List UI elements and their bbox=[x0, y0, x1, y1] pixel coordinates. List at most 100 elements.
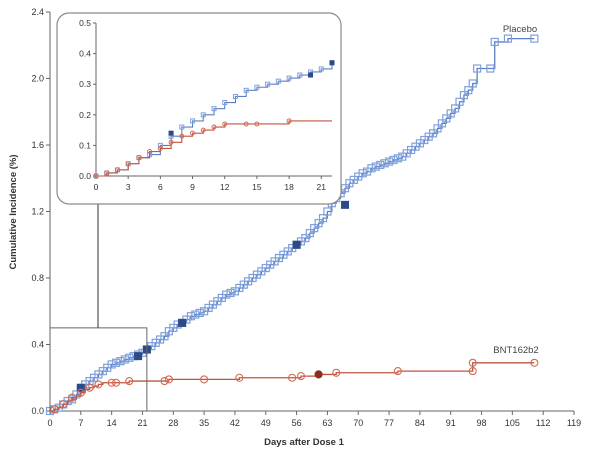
series-line bbox=[50, 362, 535, 412]
data-point bbox=[376, 160, 385, 170]
inset-data-point bbox=[93, 173, 99, 179]
data-point bbox=[160, 377, 169, 386]
y-tick-label: 2.4 bbox=[31, 7, 44, 17]
x-axis-title: Days after Dose 1 bbox=[264, 437, 344, 448]
inset-frame bbox=[56, 12, 342, 205]
data-point bbox=[468, 79, 477, 88]
data-point bbox=[116, 357, 125, 366]
inset-y-tick-label: 0.1 bbox=[79, 140, 91, 150]
inset-data-point bbox=[104, 170, 110, 176]
highlighted-point bbox=[134, 352, 143, 361]
data-point bbox=[112, 378, 121, 387]
inset-series-line bbox=[96, 120, 332, 177]
inset-x-tick-label: 18 bbox=[284, 182, 294, 192]
data-point bbox=[490, 37, 499, 47]
data-point bbox=[530, 358, 539, 367]
x-tick-label: 42 bbox=[230, 418, 240, 428]
data-point bbox=[76, 388, 85, 397]
data-point bbox=[468, 358, 477, 367]
x-tick-label: 63 bbox=[322, 418, 332, 428]
data-point bbox=[358, 169, 367, 178]
data-point bbox=[111, 358, 121, 367]
inset-data-point bbox=[114, 167, 120, 173]
data-point bbox=[428, 129, 438, 138]
inset-highlighted-point bbox=[308, 72, 314, 78]
highlighted-point bbox=[178, 318, 187, 327]
inset-data-point bbox=[222, 121, 228, 127]
data-point bbox=[446, 109, 455, 118]
inset-data-point bbox=[232, 93, 238, 99]
data-point bbox=[442, 114, 451, 123]
data-point bbox=[367, 164, 376, 173]
x-tick-label: 98 bbox=[477, 418, 487, 428]
data-point bbox=[310, 224, 319, 233]
highlighted-point bbox=[76, 383, 85, 392]
data-point bbox=[437, 119, 446, 128]
data-point bbox=[314, 219, 323, 228]
inset-data-point bbox=[286, 75, 292, 81]
highlighted-point bbox=[314, 370, 323, 379]
highlighted-point bbox=[341, 200, 350, 209]
inset-highlighted-point bbox=[329, 60, 335, 66]
x-tick-label: 91 bbox=[446, 418, 456, 428]
inset-data-point bbox=[211, 106, 217, 112]
data-point bbox=[226, 288, 235, 298]
data-point bbox=[164, 375, 173, 384]
inset-series-bnt162b2 bbox=[93, 118, 332, 179]
x-tick-label: 21 bbox=[137, 418, 147, 428]
x-tick-label: 119 bbox=[567, 418, 581, 428]
inset-y-tick-label: 0.4 bbox=[79, 49, 91, 59]
zoom-connector bbox=[49, 204, 148, 411]
data-point bbox=[371, 162, 380, 171]
y-tick-label: 2.0 bbox=[31, 74, 44, 84]
data-point bbox=[380, 159, 389, 168]
data-point bbox=[530, 34, 539, 43]
inset-data-point bbox=[179, 133, 185, 139]
inset-data-point bbox=[147, 149, 153, 155]
inset-data-point bbox=[125, 161, 131, 167]
y-tick-label: 0.8 bbox=[31, 273, 44, 283]
series-label-bnt162b2: BNT162b2 bbox=[493, 345, 538, 356]
data-point bbox=[288, 373, 297, 382]
main-axes: 0 7 14 21 28 35 42 49 56 63 70 77 84 91 98 105 112 1190.0… bbox=[31, 7, 581, 428]
data-point bbox=[464, 86, 473, 95]
inset-y-tick-label: 0.3 bbox=[79, 79, 91, 89]
data-point bbox=[468, 367, 477, 376]
inset-chart: 0 3 6 9 12 15 18 21 0.0 0.1 0.2 0.3 0.4 0.5 bbox=[56, 12, 342, 205]
inset-highlighted-point bbox=[168, 130, 174, 136]
inset-x-tick-label: 12 bbox=[220, 182, 230, 192]
data-point bbox=[473, 64, 482, 73]
x-tick-label: 49 bbox=[261, 418, 271, 428]
series-label-placebo: Placebo bbox=[503, 24, 537, 35]
inset-y-tick-label: 0.5 bbox=[79, 18, 91, 28]
inset-x-tick-label: 21 bbox=[317, 182, 327, 192]
inset-x-tick-label: 9 bbox=[190, 182, 195, 192]
inset-data-point bbox=[157, 142, 163, 148]
highlighted-point bbox=[292, 240, 301, 249]
inset-data-point bbox=[190, 130, 196, 136]
data-point bbox=[323, 207, 332, 216]
y-axis-title: Cumulative Incidence (%) bbox=[8, 154, 19, 269]
data-point bbox=[393, 367, 402, 376]
data-point bbox=[486, 64, 495, 73]
data-point bbox=[222, 290, 231, 299]
data-point bbox=[107, 360, 116, 369]
x-tick-label: 35 bbox=[199, 418, 209, 428]
data-point bbox=[120, 355, 129, 364]
inset-data-point bbox=[318, 66, 324, 72]
data-point bbox=[305, 229, 314, 238]
inset-data-point bbox=[286, 118, 292, 124]
data-point bbox=[85, 383, 94, 392]
y-tick-label: 0.4 bbox=[31, 340, 44, 350]
data-point bbox=[125, 377, 134, 386]
data-point bbox=[200, 375, 209, 384]
series-bnt162b2 bbox=[50, 358, 539, 414]
y-tick-label: 1.6 bbox=[31, 140, 44, 150]
y-tick-label: 1.2 bbox=[31, 207, 44, 217]
data-point bbox=[296, 372, 306, 381]
inset-data-point bbox=[190, 118, 196, 124]
inset-data-point bbox=[243, 121, 249, 127]
inset-y-tick-label: 0.0 bbox=[79, 171, 91, 181]
data-point bbox=[107, 378, 116, 387]
